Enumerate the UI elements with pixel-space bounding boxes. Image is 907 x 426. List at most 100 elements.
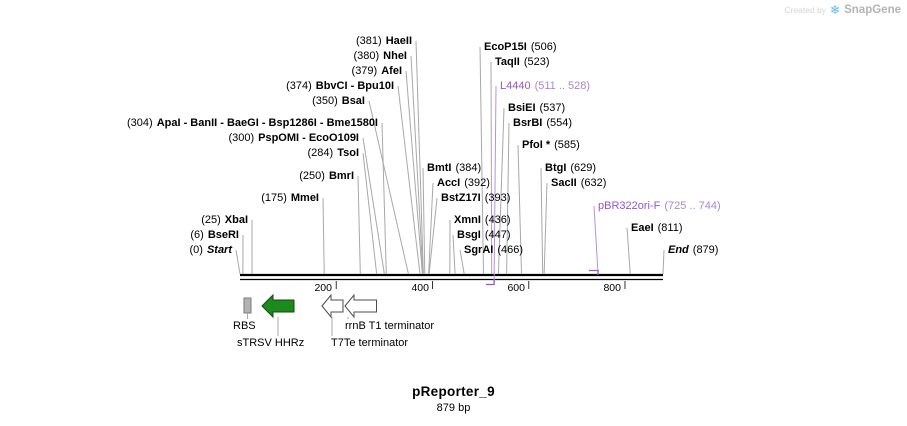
callout-line: [593, 205, 599, 275]
label-position: (25): [201, 214, 221, 226]
label-position: (447): [484, 229, 511, 241]
label-name: MmeI: [290, 192, 319, 204]
enzyme-label-bsiei[interactable]: BsiEI (537): [508, 102, 565, 114]
label-name: PfoI *: [522, 139, 551, 151]
enzyme-label-ecop15i[interactable]: EcoP15I (506): [484, 41, 557, 53]
callout-line: [428, 182, 434, 275]
label-position: (6): [190, 229, 204, 241]
feature-label-t7te-terminator[interactable]: T7Te terminator: [331, 337, 409, 349]
callout-line: [543, 182, 548, 275]
label-position: (585): [554, 139, 580, 151]
enzyme-label-taqii[interactable]: TaqII (523): [495, 56, 550, 68]
callout-line: [422, 167, 426, 275]
feature-label-rrnb-t1-terminator[interactable]: rrnB T1 terminator: [345, 320, 435, 332]
axis-tick-label-600: 600: [507, 282, 525, 294]
callout-line: [662, 249, 665, 275]
callout-line: [357, 175, 361, 275]
label-name: BseRI: [207, 229, 239, 241]
enzyme-label-pspomi-ecoo109i[interactable]: (300) PspOMI - EcoO109I: [228, 132, 359, 144]
map-title: pReporter_9: [412, 384, 495, 399]
boundary-label-end[interactable]: End (879): [668, 244, 718, 256]
feature-label-rbs[interactable]: RBS: [233, 320, 256, 332]
enzyme-label-xmni[interactable]: XmnI (436): [454, 214, 511, 226]
feature-shape-rrnb-t1-terminator[interactable]: [344, 293, 377, 319]
callout-line: [626, 227, 631, 275]
label-name: XbaI: [224, 214, 248, 226]
label-position: (284): [307, 147, 334, 159]
enzyme-label-bseri[interactable]: (6) BseRI: [190, 229, 239, 241]
label-name: pBR322ori-F: [598, 200, 661, 212]
label-name: TsoI: [337, 147, 359, 159]
callout-line: [405, 70, 423, 275]
label-name: AfeI: [381, 65, 402, 77]
enzyme-label-xbai[interactable]: (25) XbaI: [201, 214, 248, 226]
primer-label-l4440[interactable]: L4440 (511 .. 528): [500, 80, 590, 92]
enzyme-label-pfoi[interactable]: PfoI * (585): [522, 139, 580, 151]
label-position: (175): [261, 192, 287, 204]
enzyme-label-bmti[interactable]: BmtI (384): [427, 162, 481, 174]
map-length-label: 879 bp: [436, 402, 471, 414]
label-name: NheI: [383, 50, 407, 62]
enzyme-label-btgi[interactable]: BtgI (629): [545, 162, 596, 174]
label-name: BsgI: [457, 229, 481, 241]
boundary-label-start[interactable]: (0) Start: [189, 244, 232, 256]
primer-label-pbr322ori-f[interactable]: pBR322ori-F (725 .. 744): [598, 200, 721, 212]
enzyme-label-bsgi[interactable]: BsgI (447): [457, 229, 511, 241]
callout-line: [428, 197, 438, 275]
callout-line: [397, 85, 421, 275]
watermark-brand: SnapGene: [844, 4, 901, 16]
label-position: (350): [312, 95, 338, 107]
label-position: (436): [484, 214, 511, 226]
label-name: EcoP15I: [484, 41, 527, 53]
callout-line: [459, 249, 465, 275]
enzyme-label-bsrbi[interactable]: BsrBI (554): [513, 117, 572, 129]
label-name: L4440: [500, 80, 531, 92]
label-name: BmtI: [427, 162, 452, 174]
enzyme-label-apai-banii-baegi-bsp1286i-bme1580i[interactable]: (304) ApaI - BanII - BaeGI - Bsp1286I - B…: [127, 117, 378, 129]
label-position: (537): [539, 102, 566, 114]
label-position: (523): [523, 56, 550, 68]
callout-line: [415, 40, 424, 275]
label-position: (506): [530, 41, 557, 53]
enzyme-label-afei[interactable]: (379) AfeI: [352, 65, 402, 77]
callout-line: [381, 122, 387, 275]
enzyme-label-haeii[interactable]: (381) HaeII: [356, 35, 412, 47]
enzyme-label-bbvci-bpu10i[interactable]: (374) BbvCI - Bpu10I: [286, 80, 394, 92]
label-name: PspOMI - EcoO109I: [258, 132, 359, 144]
label-position: (379): [351, 65, 378, 77]
enzyme-label-sgrai[interactable]: SgrAI (466): [464, 244, 523, 256]
enzyme-label-tsoi[interactable]: (284) TsoI: [308, 147, 359, 159]
label-position: (384): [455, 162, 482, 174]
label-name: BtgI: [545, 162, 567, 174]
feature-label-strsv-hhrz[interactable]: sTRSV HHRz: [237, 337, 305, 349]
label-name: BstZ17I: [441, 192, 481, 204]
enzyme-label-sacii[interactable]: SacII (632): [551, 177, 606, 189]
enzyme-label-acci[interactable]: AccI (392): [437, 177, 490, 189]
feature-shape-strsv-hhrz[interactable]: [261, 293, 295, 319]
primer-annealing-site-l4440[interactable]: [485, 279, 495, 286]
title-block: pReporter_9 879 bp: [0, 384, 907, 414]
enzyme-label-bsai[interactable]: (350) BsaI: [312, 95, 365, 107]
enzyme-label-bmri[interactable]: (250) BmrI: [299, 170, 354, 182]
label-name: BmrI: [328, 170, 354, 182]
label-position: (393): [484, 192, 511, 204]
label-position: (879): [692, 244, 719, 256]
callout-line: [479, 46, 485, 275]
axis-tick-label-800: 800: [603, 282, 621, 294]
callout-line: [362, 137, 385, 275]
feature-shape-t7te-terminator[interactable]: [321, 293, 344, 319]
callout-line: [517, 144, 523, 275]
enzyme-label-bstz17i[interactable]: BstZ17I (393): [441, 192, 510, 204]
axis-tick-label-200: 200: [314, 282, 332, 294]
label-position: (725 .. 744): [664, 200, 721, 212]
enzyme-label-eaei[interactable]: EaeI (811): [631, 222, 683, 234]
callout-line: [235, 249, 241, 275]
callout-line: [493, 85, 497, 284]
enzyme-label-nhei[interactable]: (380) NheI: [353, 50, 407, 62]
enzyme-label-mmei[interactable]: (175) MmeI: [261, 192, 319, 204]
primer-annealing-site-pbr322ori-f[interactable]: [588, 269, 599, 276]
axis-tick-label-400: 400: [411, 282, 429, 294]
callout-line: [368, 100, 409, 275]
